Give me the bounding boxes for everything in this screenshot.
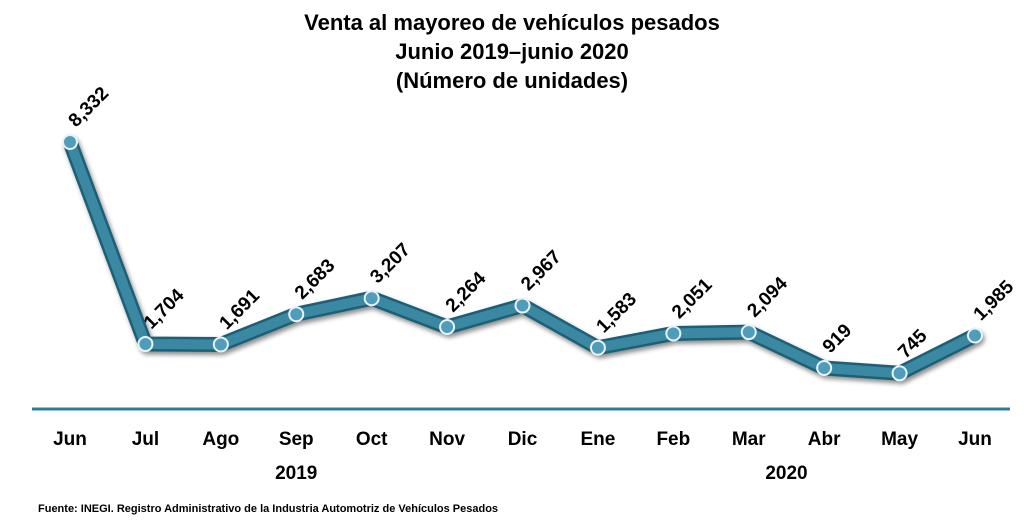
data-point [137,336,154,353]
data-label: 1,704 [140,285,189,334]
data-label: 3,207 [366,239,414,287]
data-point [439,318,456,335]
year-layer: 2019 2020 [275,463,807,484]
series-layer [62,134,983,382]
data-point [816,359,833,376]
source-note: Fuente: INEGI. Registro Administrativo d… [38,503,499,515]
x-tick-label: May [881,429,918,450]
year-group-label: 2020 [765,463,807,484]
x-tick-label: Oct [356,429,388,450]
data-point [891,365,908,382]
year-group-label: 2019 [275,463,317,484]
data-label: 8,332 [65,83,113,131]
x-tick-label: Mar [732,429,766,450]
chart-title-line-2: Junio 2019–junio 2020 [395,39,629,64]
x-tick-label: Ago [202,429,239,450]
data-point [514,297,531,314]
data-label: 1,985 [970,276,1019,325]
x-tick-label: Jun [53,429,87,450]
chart-title: Venta al mayoreo de vehículos pesados Ju… [0,8,1024,95]
data-point [740,324,757,341]
x-tick-label: Abr [808,429,841,450]
data-label: 2,051 [668,274,717,323]
data-point [589,339,606,356]
x-tick-label: Dic [508,429,538,450]
x-tick-label: Ene [580,429,615,450]
data-point [288,306,305,323]
data-label: 2,094 [743,273,792,322]
x-tick-label: Jun [958,429,992,450]
data-point [665,325,682,342]
data-point [363,290,380,307]
chart-title-line-3: (Número de unidades) [395,68,629,93]
data-point [967,327,983,344]
x-tick-label: Jul [132,429,159,450]
data-label: 919 [819,320,856,357]
data-point [212,336,229,353]
x-tick-label: Feb [656,429,690,450]
data-label: 1,583 [593,289,641,337]
data-point [62,134,78,150]
x-tick-label: Sep [279,429,314,450]
x-tick-label: Nov [429,429,465,450]
data-label: 2,683 [291,255,339,303]
tick-layer: Jun Jul Ago Sep Oct Nov Dic Ene Feb Mar Abr May Jun [53,429,992,450]
chart-title-line-1: Venta al mayoreo de vehículos pesados [304,10,720,35]
data-label: 2,967 [517,247,565,295]
